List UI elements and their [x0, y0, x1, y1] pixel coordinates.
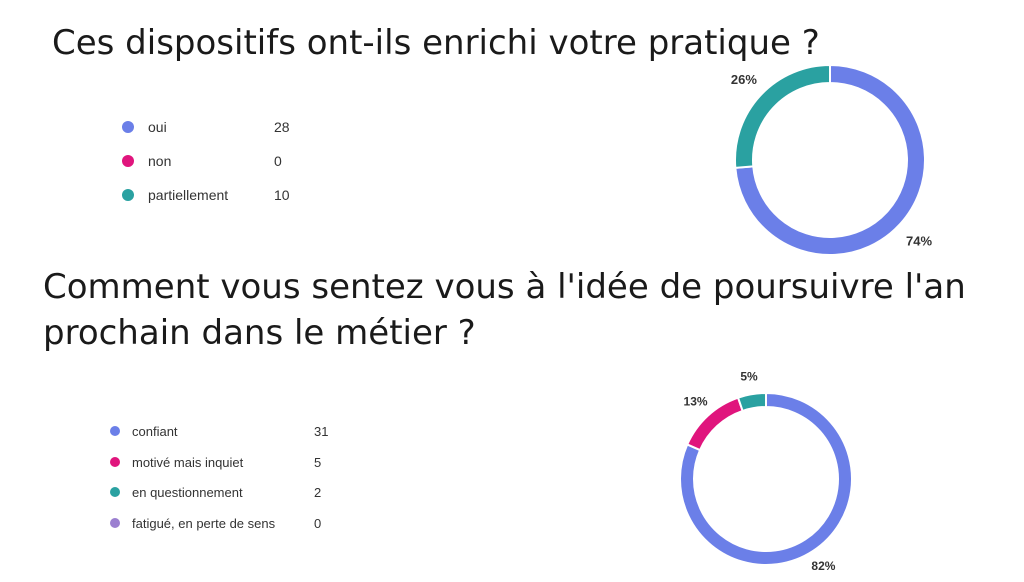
legend-label-oui: oui: [148, 119, 167, 135]
donut-slice-oui[interactable]: [734, 63, 926, 256]
chart-2-title: Comment vous sentez vous à l'idée de pou…: [43, 264, 966, 356]
legend-count-en-questionnement: 2: [314, 485, 322, 500]
percent-label-partiellement: 26%: [731, 72, 757, 87]
chart-2-title-line-2: prochain dans le métier ?: [43, 313, 476, 353]
legend-count-non: 0: [274, 153, 282, 169]
legend-count-motive-mais-inquiet: 5: [314, 454, 322, 470]
legend-dot-partiellement: [122, 189, 134, 201]
legend-dot-oui: [122, 121, 134, 133]
donut-slice-partiellement[interactable]: [734, 63, 831, 169]
legend-label-partiellement: partiellement: [148, 187, 229, 203]
chart-1-donut: 74% 26%: [731, 63, 932, 256]
donut-slice-en-questionnement[interactable]: [736, 391, 767, 413]
legend-label-motive-mais-inquiet: motivé mais inquiet: [132, 454, 244, 470]
percent-label-motive-mais-inquiet: 13%: [684, 395, 708, 409]
legend-label-fatigue-en-perte-de-sens: fatigué, en perte de sens: [132, 515, 276, 531]
legend-label-confiant: confiant: [132, 424, 178, 439]
legend-dot-non: [122, 155, 134, 167]
percent-label-confiant: 82%: [811, 559, 835, 573]
legend-label-non: non: [148, 153, 172, 169]
legend-dot-en-questionnement: [110, 487, 120, 497]
legend-count-partiellement: 10: [274, 187, 290, 203]
chart-2-donut: 82% 13% 5%: [679, 370, 853, 573]
donut-slice-confiant[interactable]: [679, 391, 853, 566]
legend-count-confiant: 31: [314, 424, 329, 439]
percent-label-oui: 74%: [906, 233, 932, 248]
legend-count-fatigue-en-perte-de-sens: 0: [314, 515, 322, 531]
chart-1-title: Ces dispositifs ont-ils enrichi votre pr…: [52, 23, 820, 63]
legend-count-oui: 28: [274, 119, 290, 135]
legend-dot-confiant: [110, 426, 120, 436]
legend-label-en-questionnement: en questionnement: [132, 485, 243, 500]
legend-dot-fatigue-en-perte-de-sens: [110, 517, 120, 528]
chart-2-title-line-1: Comment vous sentez vous à l'idée de pou…: [43, 267, 966, 307]
legend-dot-motive-mais-inquiet: [110, 456, 120, 467]
percent-label-en-questionnement: 5%: [740, 370, 758, 384]
